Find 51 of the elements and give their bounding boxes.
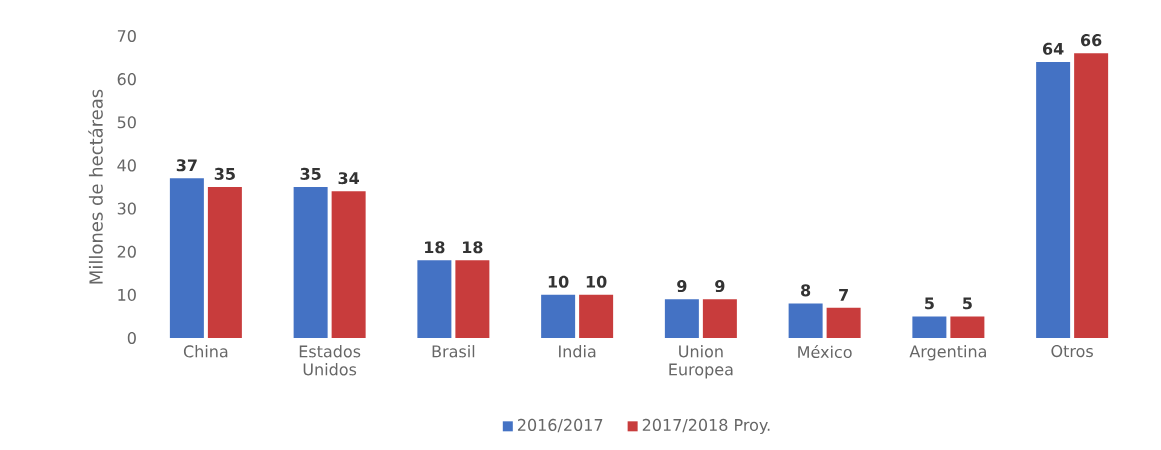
legend-label: 2016/2017 (517, 418, 603, 433)
x-tick-label: Argentina (909, 345, 986, 361)
data-label: 64 (1043, 42, 1064, 55)
data-label: 18 (463, 241, 483, 254)
y-axis-title: Millones de hectáreas (88, 89, 103, 284)
data-label: 9 (677, 280, 687, 293)
y-tick-label: 40 (117, 159, 136, 172)
data-label: 66 (1081, 34, 1102, 47)
bar (1074, 53, 1109, 338)
y-tick-label: 20 (117, 245, 136, 258)
bar (331, 191, 366, 338)
bar (664, 299, 699, 338)
bar (1036, 61, 1071, 338)
x-tick-label: México (798, 345, 852, 359)
y-tick-label: 60 (117, 73, 136, 86)
data-label: 9 (715, 280, 725, 293)
bar (950, 316, 985, 338)
x-tick-label: China (183, 345, 228, 358)
bar (293, 186, 328, 338)
bar (207, 186, 242, 338)
legend-label: 2017/2018 Proy. (642, 418, 770, 435)
data-label: 35 (214, 167, 235, 180)
bar (541, 294, 576, 338)
x-tick-label: Estados Unidos (299, 345, 361, 376)
bar (169, 178, 204, 338)
x-tick-label: Brasil (432, 345, 475, 358)
data-label: 7 (839, 289, 848, 301)
y-tick-label: 0 (127, 331, 136, 345)
bar (579, 294, 614, 338)
data-label: 5 (925, 297, 934, 310)
data-label: 18 (425, 241, 445, 254)
data-label: 37 (176, 159, 197, 172)
bar (912, 316, 947, 338)
data-label: 8 (801, 284, 811, 297)
data-label: 10 (548, 275, 569, 288)
data-label: 5 (963, 297, 972, 310)
bar (826, 307, 861, 338)
data-label: 34 (338, 172, 360, 185)
y-tick-label: 30 (117, 202, 136, 215)
data-label: 35 (300, 167, 321, 180)
bar (417, 260, 452, 338)
y-tick-label: 70 (117, 29, 136, 43)
y-tick-label: 10 (118, 288, 136, 301)
bar (788, 303, 823, 338)
data-label: 10 (586, 275, 607, 288)
bar (455, 260, 490, 338)
y-tick-label: 50 (117, 116, 136, 129)
x-tick-label: Union Europea (669, 345, 733, 379)
x-tick-label: India (559, 345, 596, 358)
bar (702, 299, 737, 338)
x-tick-label: Otros (1051, 345, 1093, 358)
